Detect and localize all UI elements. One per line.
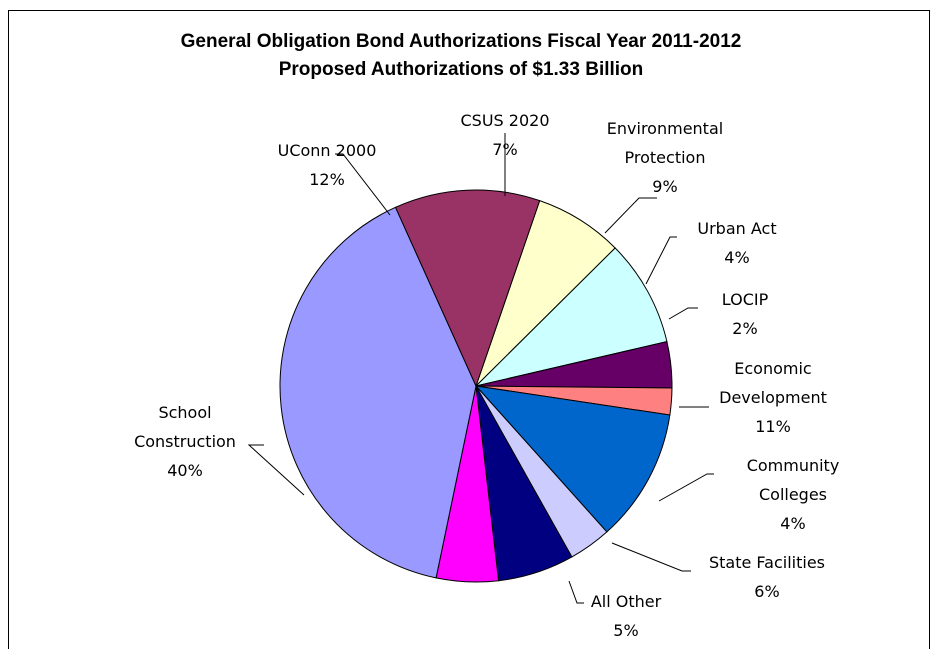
slice-percent: 7% <box>492 140 517 159</box>
pie-chart: General Obligation Bond Authorizations F… <box>134 31 840 640</box>
slice-name: Development <box>719 388 827 407</box>
slice-name: School <box>158 403 211 422</box>
slice-label: Environmental Protection 9% <box>607 119 723 196</box>
slice-label: Economic Development 11% <box>719 359 827 436</box>
slice-label: School Construction 40% <box>134 403 236 480</box>
slice-name: Community <box>747 456 840 475</box>
slice-percent: 2% <box>732 319 757 338</box>
leader-line <box>568 580 584 604</box>
slice-label: LOCIP 2% <box>722 290 769 338</box>
slice-percent: 5% <box>613 621 638 640</box>
chart-subtitle: Proposed Authorizations of $1.33 Billion <box>279 59 644 80</box>
chart-frame: General Obligation Bond Authorizations F… <box>8 10 930 649</box>
slice-label: All Other 5% <box>591 592 662 640</box>
slice-name: Protection <box>625 148 706 167</box>
slice-name: Construction <box>134 432 236 451</box>
leader-line <box>611 542 691 572</box>
slice-label: Community Colleges 4% <box>747 456 840 533</box>
leader-line <box>335 153 391 216</box>
pie-slice-school-construction <box>279 206 477 579</box>
slice-label: CSUS 2020 7% <box>461 111 550 159</box>
slice-name: LOCIP <box>722 290 769 309</box>
slice-name: State Facilities <box>709 553 825 572</box>
pie-slice-uconn-2000 <box>394 189 541 388</box>
slice-name: All Other <box>591 592 662 611</box>
slice-percent: 40% <box>167 461 203 480</box>
slice-label: Urban Act 4% <box>697 219 776 267</box>
slice-name: CSUS 2020 <box>461 111 550 130</box>
slice-name: Economic <box>734 359 811 378</box>
chart-title: General Obligation Bond Authorizations F… <box>181 31 742 52</box>
slice-name: Environmental <box>607 119 723 138</box>
pie-slice-economic-development <box>474 385 671 533</box>
slice-percent: 6% <box>754 582 779 601</box>
pie-slice-environmental-protection <box>474 247 668 387</box>
leader-line <box>645 236 677 285</box>
slice-name: Urban Act <box>697 219 776 238</box>
leader-line <box>658 473 714 502</box>
slice-percent: 9% <box>652 177 677 196</box>
leader-line <box>668 307 698 320</box>
leader-line <box>247 444 305 496</box>
slice-percent: 4% <box>780 514 805 533</box>
slice-percent: 11% <box>755 417 791 436</box>
slice-name: UConn 2000 <box>278 141 377 160</box>
slice-percent: 12% <box>309 170 345 189</box>
slice-percent: 4% <box>724 248 749 267</box>
slice-label: State Facilities 6% <box>709 553 825 601</box>
slice-name: Colleges <box>759 485 827 504</box>
leader-line <box>604 197 657 234</box>
slice-label: UConn 2000 12% <box>278 141 377 189</box>
